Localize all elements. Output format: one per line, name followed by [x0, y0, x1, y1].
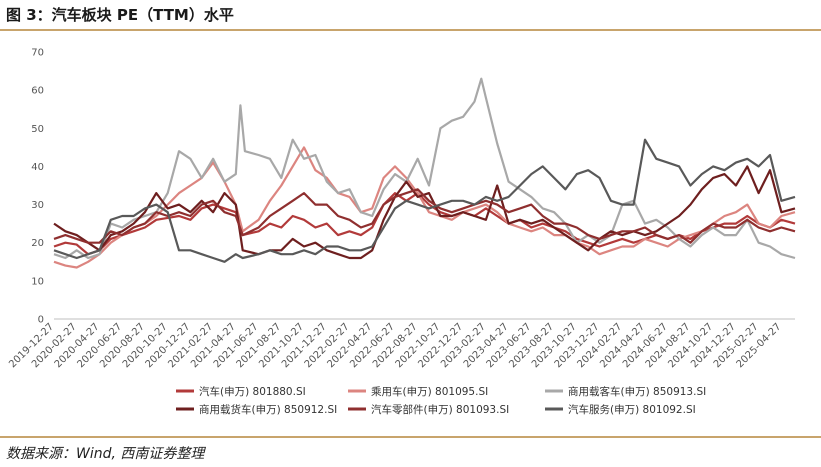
legend-label: 汽车(申万) 801880.SI	[199, 385, 306, 398]
x-axis-ticks: 2019-12-272020-02-272020-04-272020-06-27…	[7, 321, 783, 370]
bottom-rule	[0, 436, 821, 438]
series-line-5	[53, 138, 796, 263]
y-tick-label: 70	[31, 48, 44, 59]
y-tick-label: 40	[31, 162, 44, 173]
series-line-3	[53, 165, 796, 260]
legend-label: 汽车服务(申万) 801092.SI	[568, 403, 696, 416]
series-line-0	[53, 192, 796, 256]
y-tick-label: 50	[31, 124, 44, 135]
y-tick-label: 30	[31, 200, 44, 211]
series-lines	[53, 77, 796, 269]
legend-label: 汽车零部件(申万) 801093.SI	[371, 403, 509, 416]
y-tick-label: 10	[31, 276, 44, 287]
y-tick-label: 60	[31, 86, 44, 97]
legend-label: 乘用车(申万) 801095.SI	[371, 385, 488, 398]
line-chart: 0 10 20 30 40 50 60 70 2019-12-272020-02-272020…	[7, 48, 796, 416]
series-line-2	[53, 77, 796, 260]
legend-label: 商用载客车(申万) 850913.SI	[568, 385, 706, 398]
legend-label: 商用载货车(申万) 850912.SI	[199, 403, 337, 416]
series-line-1	[53, 146, 796, 269]
figure-title: 图 3：汽车板块 PE（TTM）水平	[6, 6, 234, 24]
source-note: 数据来源：Wind, 西南证券整理	[6, 446, 205, 462]
y-tick-label: 0	[38, 315, 44, 326]
y-tick-label: 20	[31, 238, 44, 249]
series-line-4	[53, 188, 796, 244]
legend: 汽车(申万) 801880.SI 乘用车(申万) 801095.SI 商用载客车(申…	[176, 385, 706, 416]
y-axis-ticks: 0 10 20 30 40 50 60 70	[31, 48, 44, 326]
top-rule	[0, 29, 821, 31]
